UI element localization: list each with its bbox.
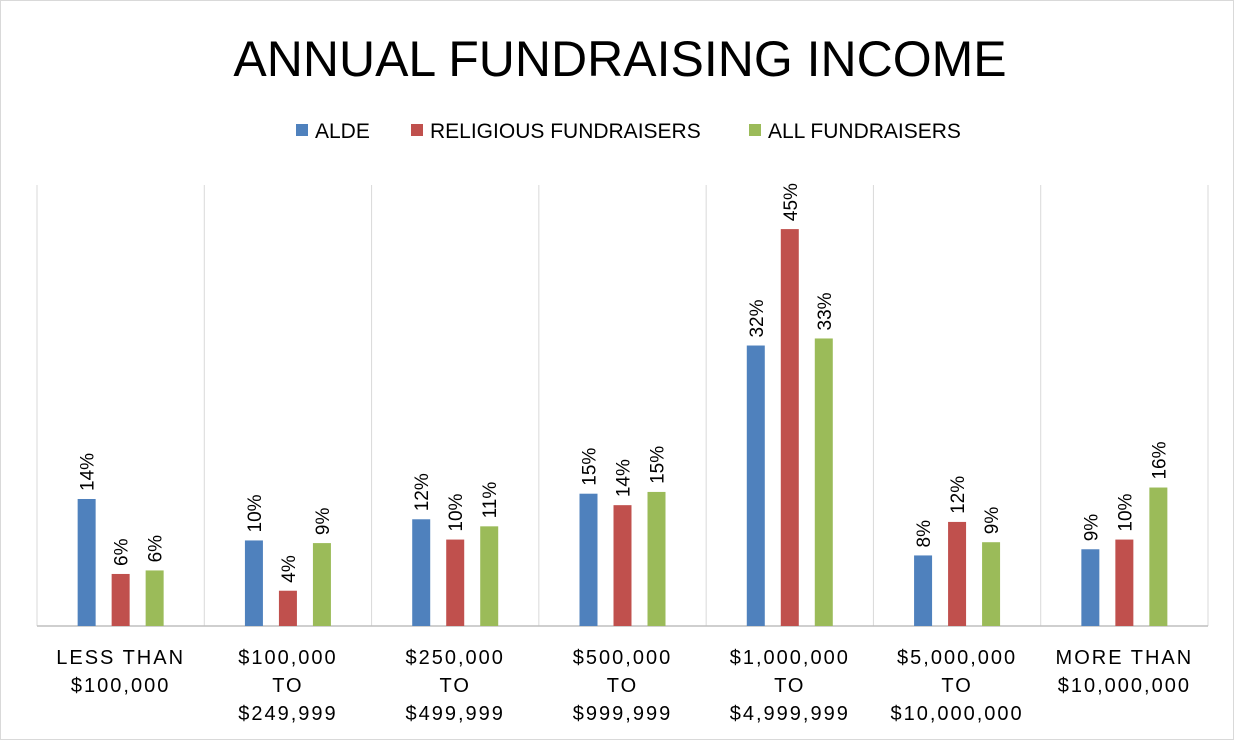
x-tick-label: TO	[941, 675, 972, 697]
data-label: 6%	[146, 535, 167, 563]
bar	[746, 345, 765, 626]
x-tick-label: $1,000,000	[730, 647, 850, 669]
x-tick-label: $250,000	[406, 647, 505, 669]
x-tick-label: $100,000	[71, 675, 170, 697]
data-label: 16%	[1149, 441, 1170, 479]
x-tick-label: $499,999	[406, 703, 505, 725]
bar	[446, 539, 465, 626]
x-tick-label: $10,000,000	[1058, 675, 1191, 697]
bar	[780, 229, 799, 626]
x-tick-label: $100,000	[238, 647, 337, 669]
x-tick-label: $249,999	[238, 703, 337, 725]
chart-title: ANNUAL FUNDRAISING INCOME	[233, 31, 1006, 87]
x-tick-label: $500,000	[573, 647, 672, 669]
data-label: 45%	[781, 183, 802, 221]
data-label: 32%	[747, 299, 768, 337]
data-label: 10%	[446, 493, 467, 531]
data-label: 9%	[982, 507, 1003, 535]
data-label: 14%	[78, 453, 99, 491]
data-label: 10%	[1115, 493, 1136, 531]
data-label: 12%	[412, 473, 433, 511]
bar	[613, 505, 632, 626]
bar	[480, 526, 499, 626]
data-label: 9%	[1081, 514, 1102, 542]
legend-swatch	[411, 124, 423, 136]
bar	[579, 493, 598, 626]
x-tick-label: $4,999,999	[730, 703, 850, 725]
bar	[244, 540, 263, 626]
x-tick-label: $10,000,000	[890, 703, 1023, 725]
legend-swatch	[296, 124, 308, 136]
data-label: 4%	[279, 555, 300, 583]
bar	[145, 570, 164, 626]
x-tick-label: TO	[440, 675, 471, 697]
bar	[1081, 549, 1100, 626]
bar	[982, 542, 1001, 626]
bar	[914, 555, 933, 626]
bar	[312, 543, 331, 626]
bar	[1149, 487, 1168, 626]
bar	[77, 498, 96, 626]
legend-label: ALDE	[315, 120, 370, 143]
x-tick-label: TO	[272, 675, 303, 697]
bar	[111, 573, 130, 626]
bar	[412, 519, 431, 626]
x-tick-label: $999,999	[573, 703, 672, 725]
legend-swatch	[749, 124, 761, 136]
x-tick-label: $5,000,000	[897, 647, 1017, 669]
data-label: 33%	[815, 292, 836, 330]
data-label: 14%	[614, 459, 635, 497]
bar	[1115, 539, 1134, 626]
x-tick-label: TO	[774, 675, 805, 697]
x-tick-label: MORE THAN	[1056, 647, 1194, 669]
data-label: 6%	[112, 538, 133, 566]
bar	[278, 590, 297, 626]
data-label: 9%	[313, 508, 334, 536]
x-tick-label: TO	[607, 675, 638, 697]
data-label: 10%	[245, 494, 266, 532]
x-tick-label: LESS THAN	[56, 647, 185, 669]
bar	[814, 338, 833, 626]
data-label: 15%	[580, 448, 601, 486]
data-label: 12%	[948, 476, 969, 514]
data-label: 11%	[480, 482, 501, 519]
legend-label: RELIGIOUS FUNDRAISERS	[430, 120, 701, 143]
legend-label: ALL FUNDRAISERS	[768, 120, 961, 143]
data-label: 8%	[914, 520, 935, 548]
bar	[647, 491, 666, 626]
data-label: 15%	[648, 446, 669, 484]
bar	[948, 521, 967, 626]
